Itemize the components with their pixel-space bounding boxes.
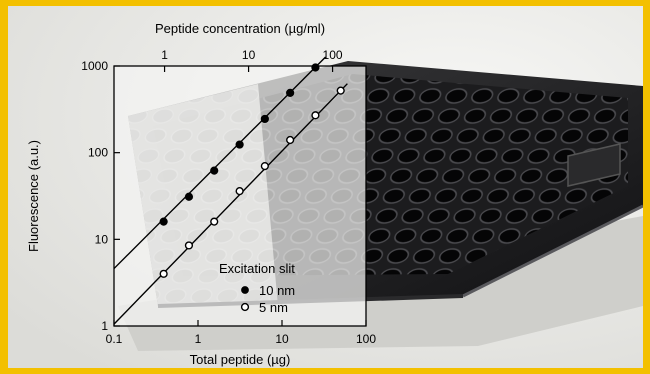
data-point-10nm [260,114,269,124]
x-tick-label: 0.1 [106,332,123,346]
data-point-10nm [235,140,244,149]
data-point-10nm [159,217,168,226]
legend-label-10nm: 10 nm [259,283,295,298]
data-point-5nm [159,269,168,278]
x-axis-label: Total peptide (µg) [190,352,291,367]
legend-marker-5nm [240,302,250,312]
legend: Excitation slit 10 nm 5 nm [219,261,295,315]
legend-label-5nm: 5 nm [259,300,288,315]
y-axis-label: Fluorescence (a.u.) [26,140,41,252]
y-tick-label: 1000 [81,59,108,73]
data-point-5nm [260,161,269,171]
data-point-10nm [210,166,219,175]
x2-tick-label: 1 [161,48,168,62]
plot-border [113,65,367,327]
data-point-5nm [286,135,295,145]
data-point-10nm [184,192,194,201]
data-point-5nm [210,217,219,226]
x-tick-label: 100 [356,332,376,346]
x2-tick-label: 10 [242,48,256,62]
y-tick-label: 100 [88,146,108,160]
data-point-10nm [286,88,295,97]
y-tick-label: 1 [101,319,108,333]
x-tick-label: 10 [275,332,289,346]
x-tick-label: 1 [195,332,202,346]
legend-marker-10nm [241,286,249,294]
data-point-5nm [311,111,320,120]
x2-tick-label: 100 [323,48,343,62]
y-tick-label: 10 [95,232,109,246]
legend-title: Excitation slit [219,261,295,276]
data-point-5nm [235,187,244,196]
plot-area [114,66,366,326]
top-axis-label: Peptide concentration (µg/ml) [155,21,325,36]
data-point-5nm [184,241,194,250]
fit-line-5nm [113,83,348,325]
data-point-5nm [336,86,345,95]
data-point-10nm [311,63,320,72]
